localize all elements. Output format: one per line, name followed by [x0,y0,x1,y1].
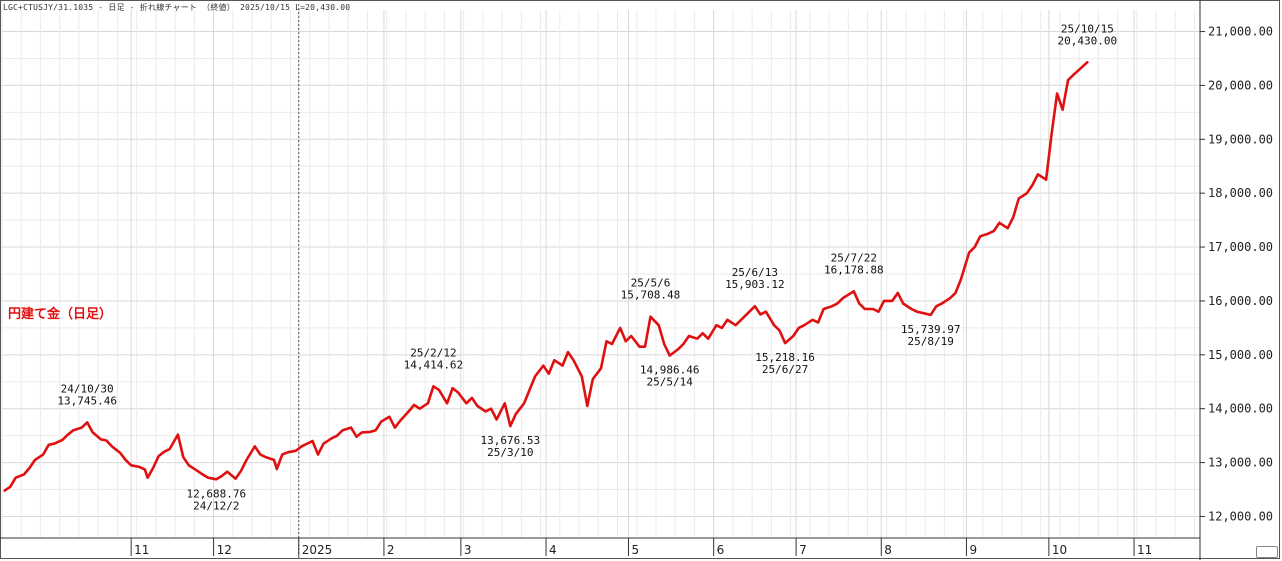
annotation-label: 25/8/19 [908,335,954,348]
series-line [3,61,1089,492]
x-tick-label: 10 [1052,543,1067,557]
annotation-label: 25/5/14 [647,376,694,389]
x-tick-label: 11 [134,543,149,557]
annotation-label: 24/10/30 [61,382,114,395]
annotation-label: 20,430.00 [1058,34,1118,47]
y-tick-label: 12,000.00 [1208,509,1273,523]
x-tick-label: 2025 [302,543,333,557]
x-tick-label: 7 [799,543,807,557]
x-tick-label: 6 [717,543,725,557]
annotation-label: 14,986.46 [640,364,700,377]
grid-lines [1,4,1200,558]
x-tick-label: 5 [631,543,639,557]
annotation-label: 25/10/15 [1061,22,1114,35]
annotation-label: 25/3/10 [487,446,533,459]
y-tick-label: 17,000.00 [1208,240,1273,254]
annotation: 25/5/615,708.48 [621,277,681,302]
series-label: 円建て金（日足） [8,306,112,322]
annotation-label: 14,414.62 [404,358,464,371]
y-tick-label: 21,000.00 [1208,25,1273,39]
annotation-label: 24/12/2 [193,499,239,512]
annotation-label: 12,688.76 [187,487,247,500]
annotation-label: 13,745.46 [57,394,117,407]
annotation-label: 25/7/22 [831,251,877,264]
y-tick-label: 14,000.00 [1208,402,1273,416]
resize-grip[interactable] [1256,546,1278,558]
y-tick-label: 18,000.00 [1208,186,1273,200]
annotation-label: 25/6/13 [732,266,778,279]
x-tick-label: 3 [464,543,472,557]
y-tick-label: 20,000.00 [1208,78,1273,92]
x-tick-label: 4 [549,543,557,557]
annotation-label: 15,739.97 [901,323,961,336]
chart-header: LGC+CTUSJY/31.1035 - 日足 - 折れ線チャート （終値） 2… [3,3,351,12]
y-tick-label: 15,000.00 [1208,348,1273,362]
annotation-label: 16,178.88 [824,263,884,276]
annotation-label: 15,218.16 [755,351,815,364]
y-tick-label: 13,000.00 [1208,456,1273,470]
y-tick-label: 16,000.00 [1208,294,1273,308]
x-tick-label: 12 [217,543,232,557]
x-tick-label: 9 [969,543,977,557]
series-layer [3,61,1089,492]
annotation-label: 15,903.12 [725,278,785,291]
annotation-label: 13,676.53 [481,434,541,447]
x-tick-label: 8 [884,543,892,557]
annotation-label: 25/6/27 [762,363,808,376]
y-tick-label: 19,000.00 [1208,132,1273,146]
annotation-label: 25/5/6 [631,277,671,290]
x-tick-label: 2 [387,543,395,557]
annotation-label: 25/2/12 [410,346,456,359]
x-tick-label: 11 [1137,543,1152,557]
annotation-label: 15,708.48 [621,289,681,302]
